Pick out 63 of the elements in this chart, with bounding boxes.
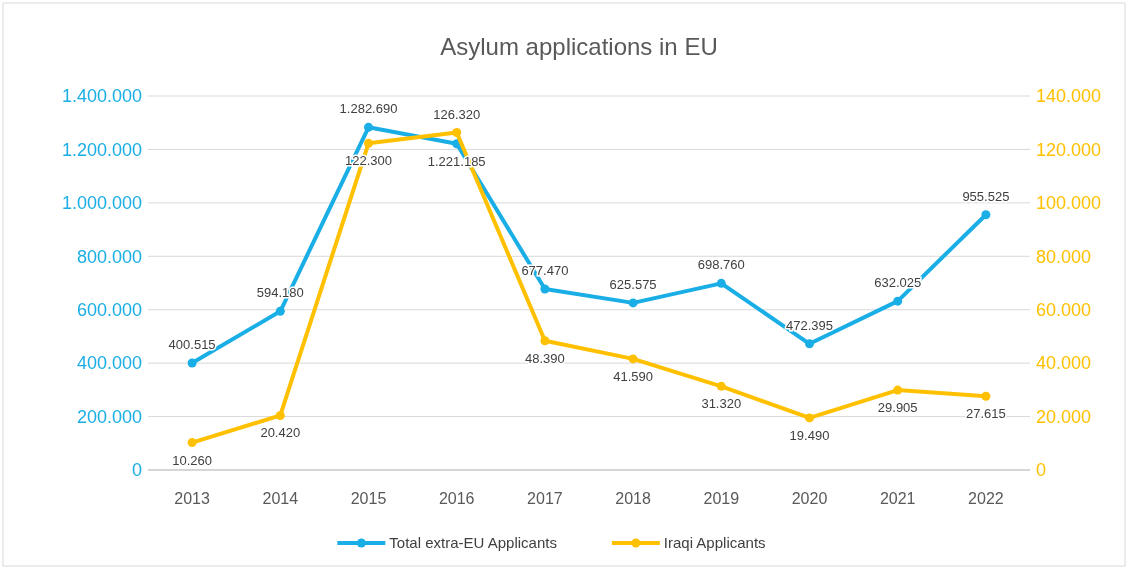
- data-label: 698.760: [697, 257, 745, 273]
- point: [364, 122, 373, 132]
- y-tick-label: 0: [131, 460, 142, 481]
- x-tick-label: 2013: [174, 490, 210, 507]
- point: [275, 410, 285, 420]
- point: [805, 413, 814, 423]
- data-label: 472.395: [786, 317, 833, 333]
- point: [716, 381, 726, 391]
- x-tick-label: 2019: [703, 490, 740, 507]
- data-label: 10.260: [172, 452, 212, 468]
- data-label: 31.320: [701, 396, 742, 412]
- y-tick-label: 600.000: [76, 300, 142, 321]
- data-label: 1.282.690: [339, 101, 398, 117]
- y2-tick-label: 60.000: [1036, 300, 1092, 321]
- chart-title: Asylum applications in EU: [440, 33, 718, 60]
- y2-tick-label: 100.000: [1036, 193, 1102, 214]
- point: [628, 354, 638, 364]
- x-tick-label: 2017: [527, 490, 563, 507]
- data-label: 27.615: [966, 406, 1006, 422]
- point: [187, 358, 197, 368]
- data-label: 955.525: [962, 188, 1010, 204]
- y2-tick-label: 20.000: [1036, 406, 1092, 427]
- x-tick-label: 2021: [879, 490, 916, 507]
- data-label: 48.390: [525, 350, 565, 366]
- data-label: 19.490: [789, 427, 830, 443]
- point: [275, 306, 285, 316]
- point: [628, 298, 638, 308]
- y2-tick-label: 0: [1036, 460, 1047, 481]
- y2-tick-label: 40.000: [1036, 353, 1092, 374]
- legend-label: Iraqi Applicants: [663, 534, 766, 552]
- x-tick-label: 2022: [968, 490, 1004, 507]
- x-tick-label: 2015: [350, 490, 387, 507]
- x-tick-label: 2020: [791, 490, 828, 507]
- y2-tick-label: 120.000: [1036, 139, 1102, 160]
- y2-tick-label: 80.000: [1036, 246, 1092, 267]
- legend-label: Total extra-EU Applicants: [389, 534, 557, 552]
- y-tick-label: 400.000: [76, 353, 142, 374]
- x-tick-label: 2016: [438, 490, 475, 507]
- point: [981, 391, 991, 401]
- y-tick-label: 1.400.000: [61, 86, 142, 107]
- point: [805, 339, 814, 349]
- point: [981, 210, 991, 220]
- point: [364, 138, 373, 148]
- point: [893, 385, 903, 395]
- y-tick-label: 1.000.000: [61, 193, 142, 214]
- x-tick-label: 2018: [615, 490, 651, 507]
- data-label: 20.420: [260, 425, 301, 441]
- data-label: 126.320: [433, 106, 481, 122]
- y-tick-label: 200.000: [76, 406, 142, 427]
- data-label: 625.575: [609, 276, 657, 292]
- y2-tick-label: 140.000: [1036, 86, 1102, 107]
- point: [893, 296, 903, 306]
- point: [452, 128, 462, 138]
- point: [187, 438, 197, 448]
- y-tick-label: 1.200.000: [61, 139, 142, 160]
- point: [716, 278, 726, 288]
- point: [540, 284, 550, 294]
- data-label: 41.590: [613, 368, 653, 384]
- x-tick-label: 2014: [262, 490, 299, 507]
- y-tick-label: 800.000: [76, 246, 142, 267]
- point: [540, 336, 550, 346]
- data-label: 29.905: [877, 400, 918, 416]
- data-label: 400.515: [168, 337, 216, 353]
